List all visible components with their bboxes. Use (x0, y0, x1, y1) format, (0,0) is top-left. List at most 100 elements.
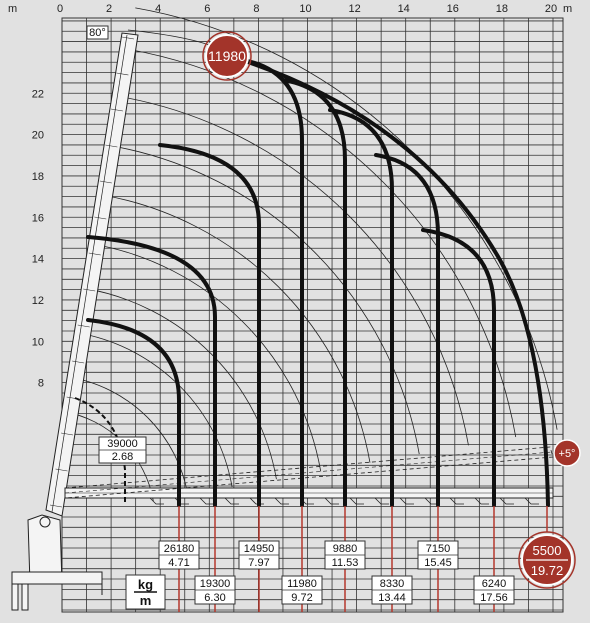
x-tick-label: 18 (496, 3, 508, 15)
x-tick-label: 6 (204, 3, 210, 15)
capacity-kg: 8330 (380, 578, 404, 590)
outrigger-leg (11, 583, 19, 611)
capacity-kg: 11980 (287, 578, 317, 590)
boom-segment-mark (105, 144, 118, 148)
segment-hook (324, 497, 339, 505)
load-curve (158, 143, 261, 507)
capacity-label: 7150 15.45 (417, 540, 459, 570)
capacity-label: 8330 13.44 (371, 575, 413, 605)
unit-m: m (140, 593, 152, 608)
y-axis-unit-label: m (8, 3, 17, 15)
outrigger-leg (21, 583, 29, 611)
max-reach-m: 19.72 (531, 563, 564, 578)
capacity-m: 7.97 (248, 557, 269, 569)
capacity-label: 11980 9.72 (281, 575, 323, 605)
capacity-kg: 19300 (200, 578, 231, 590)
max-height-capacity: 11980 (208, 48, 246, 64)
capacity-kg: 6240 (482, 578, 506, 590)
capacity-label: 26180 4.71 (158, 540, 200, 570)
capacity-label: 14950 7.97 (238, 540, 280, 570)
unit-legend: kg m (125, 574, 166, 610)
reach-arc (93, 243, 322, 472)
x-tick-label: 14 (398, 3, 410, 15)
boom-segment-mark (72, 360, 85, 364)
x-tick-label: 10 (299, 3, 311, 15)
boom-segment-mark (116, 72, 129, 76)
capacity-labels: 26180 4.71 19300 6.30 14950 7.97 11980 9.72 9880… (158, 540, 515, 605)
capacity-m: 9.72 (291, 592, 312, 604)
x-tick-label: 4 (155, 3, 161, 15)
crane-base (11, 571, 103, 585)
segment-hook (349, 497, 364, 505)
boom-segment-mark (49, 504, 63, 508)
boom-angle-text: 80° (89, 27, 106, 39)
y-tick-label: 12 (32, 295, 44, 307)
boom-angle-label: 80° (86, 25, 109, 40)
outer-envelope-curve (240, 58, 550, 507)
reach-arc (119, 96, 469, 446)
x-axis-unit-label: m (563, 3, 572, 15)
x-tick-label: 12 (348, 3, 360, 15)
boom-inner-line (51, 34, 128, 513)
load-curves (86, 58, 550, 507)
capacity-kg: 7150 (426, 543, 450, 555)
boom-segment-mark (88, 252, 101, 256)
load-curve (328, 108, 394, 507)
segment-hook (474, 497, 489, 505)
raised-boom-outline (64, 451, 553, 494)
inner-dashed-curve (74, 397, 126, 505)
capacity-m: 4.71 (168, 557, 189, 569)
x-tick-label: 16 (447, 3, 459, 15)
x-tick-label: 0 (57, 3, 63, 15)
segment-hook (249, 497, 264, 505)
extension-angle-badge: +5° (553, 439, 581, 467)
boom-pivot (39, 516, 51, 528)
reach-arc (70, 376, 189, 495)
unit-kg: kg (138, 577, 153, 592)
capacity-kg: 14950 (244, 543, 275, 555)
load-curve (374, 153, 440, 507)
x-tick-label: 8 (253, 3, 259, 15)
segment-hook (449, 497, 464, 505)
boom-segment-mark (121, 36, 135, 40)
boom-segment-mark (55, 468, 68, 472)
inner-label-m: 2.68 (112, 451, 133, 463)
boom-segment-mark (83, 288, 96, 292)
capacity-m: 11.53 (332, 557, 359, 569)
boom-segment-mark (99, 180, 112, 184)
grid-border (61, 17, 564, 613)
boom-section (45, 32, 139, 517)
segment-hook (524, 497, 539, 505)
extension-angle-text: +5° (559, 448, 576, 460)
segment-hook (274, 497, 289, 505)
segment-hook (224, 497, 239, 505)
capacity-m: 6.30 (204, 592, 225, 604)
boom-segment-mark (77, 324, 90, 328)
load-curve (86, 235, 217, 507)
capacity-kg: 26180 (164, 543, 195, 555)
segment-hook (499, 497, 514, 505)
segment-hook (199, 497, 214, 505)
boom-segment-mark (61, 432, 74, 436)
y-tick-label: 18 (32, 171, 44, 183)
segment-hook (374, 497, 389, 505)
y-tick-label: 16 (32, 212, 44, 224)
load-curve (421, 228, 496, 507)
y-tick-label: 10 (32, 336, 44, 348)
y-tick-label: 14 (32, 254, 44, 266)
x-tick-label: 20 (545, 3, 557, 15)
y-tick-label: 20 (32, 130, 44, 142)
raised-boom-outline (64, 446, 554, 499)
capacity-m: 15.45 (424, 557, 452, 569)
crane-drawing (11, 32, 554, 611)
x-tick-label: 2 (106, 3, 112, 15)
capacity-m: 17.56 (480, 592, 508, 604)
inner-capacity-label: 39000 2.68 (98, 436, 147, 464)
max-reach-badge: 5500 19.72 (518, 531, 576, 589)
boom-segment-mark (110, 108, 123, 112)
boom-segment-mark (94, 216, 107, 220)
capacity-label: 19300 6.30 (194, 575, 236, 605)
capacity-label: 6240 17.56 (473, 575, 515, 605)
axes: m m 0 2 4 6 8 10 12 14 16 18 20 8 10 12 14 16 18 20 22 (8, 3, 572, 390)
